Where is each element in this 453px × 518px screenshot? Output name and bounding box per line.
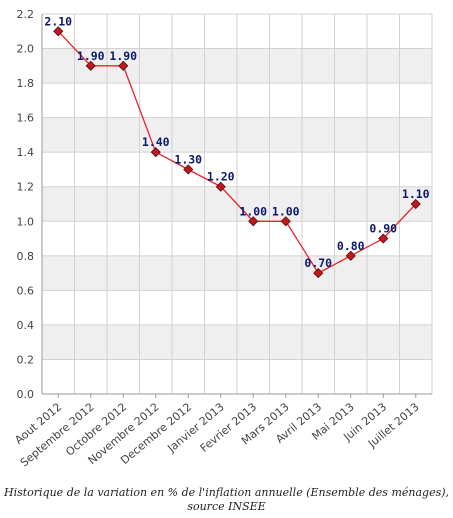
series-inflation <box>53 26 421 279</box>
y-tick-label: 0.2 <box>17 353 35 366</box>
y-tick-labels: 0.0 0.2 0.4 0.6 0.8 1.0 1.2 1.4 1.6 1.8 2.0 2.2 <box>17 8 35 401</box>
data-point <box>248 216 259 227</box>
data-label: 0.80 <box>337 239 365 253</box>
y-tick-label: 1.8 <box>17 77 35 90</box>
data-point <box>378 233 389 244</box>
data-label: 1.40 <box>142 135 170 149</box>
chart-caption: Historique de la variation en % de l'inf… <box>0 486 453 514</box>
data-label: 1.00 <box>239 204 267 218</box>
data-label: 1.10 <box>402 187 430 201</box>
data-label: 1.90 <box>77 49 105 63</box>
data-labels: 2.10 1.90 1.90 1.40 1.30 1.20 1.00 1.00 0.70 0.80… <box>44 14 429 270</box>
y-tick-label: 0.8 <box>17 250 35 263</box>
data-point <box>183 164 194 175</box>
data-label: 0.90 <box>369 222 397 236</box>
data-point <box>85 60 96 71</box>
y-tick-label: 1.0 <box>17 215 35 228</box>
data-label: 1.20 <box>207 170 235 184</box>
data-point <box>280 216 291 227</box>
axes <box>41 14 432 398</box>
y-tick-label: 0.0 <box>17 388 35 401</box>
y-tick-label: 0.6 <box>17 284 35 297</box>
vertical-gridlines <box>41 14 433 394</box>
y-tick-label: 1.2 <box>17 181 35 194</box>
data-point <box>118 60 129 71</box>
data-label: 0.70 <box>304 256 332 270</box>
data-label: 1.30 <box>174 152 202 166</box>
data-label: 1.90 <box>109 49 137 63</box>
data-point <box>215 181 226 192</box>
caption-line-1: Historique de la variation en % de l'inf… <box>3 486 450 499</box>
y-tick-label: 1.6 <box>17 112 35 125</box>
data-point <box>345 250 356 261</box>
data-label: 2.10 <box>44 14 72 28</box>
inflation-line-chart: 0.0 0.2 0.4 0.6 0.8 1.0 1.2 1.4 1.6 1.8 2.0 2.2 Aou… <box>12 8 433 469</box>
y-tick-label: 2.2 <box>17 8 35 21</box>
data-point <box>313 268 324 279</box>
data-point <box>53 26 64 37</box>
y-tick-label: 0.4 <box>17 319 35 332</box>
y-tick-label: 2.0 <box>17 43 35 56</box>
data-label: 1.00 <box>272 204 300 218</box>
y-tick-label: 1.4 <box>17 146 35 159</box>
caption-line-2: source INSEE <box>187 500 266 513</box>
data-point <box>410 198 421 210</box>
series-line <box>57 30 417 274</box>
data-point <box>150 147 161 158</box>
